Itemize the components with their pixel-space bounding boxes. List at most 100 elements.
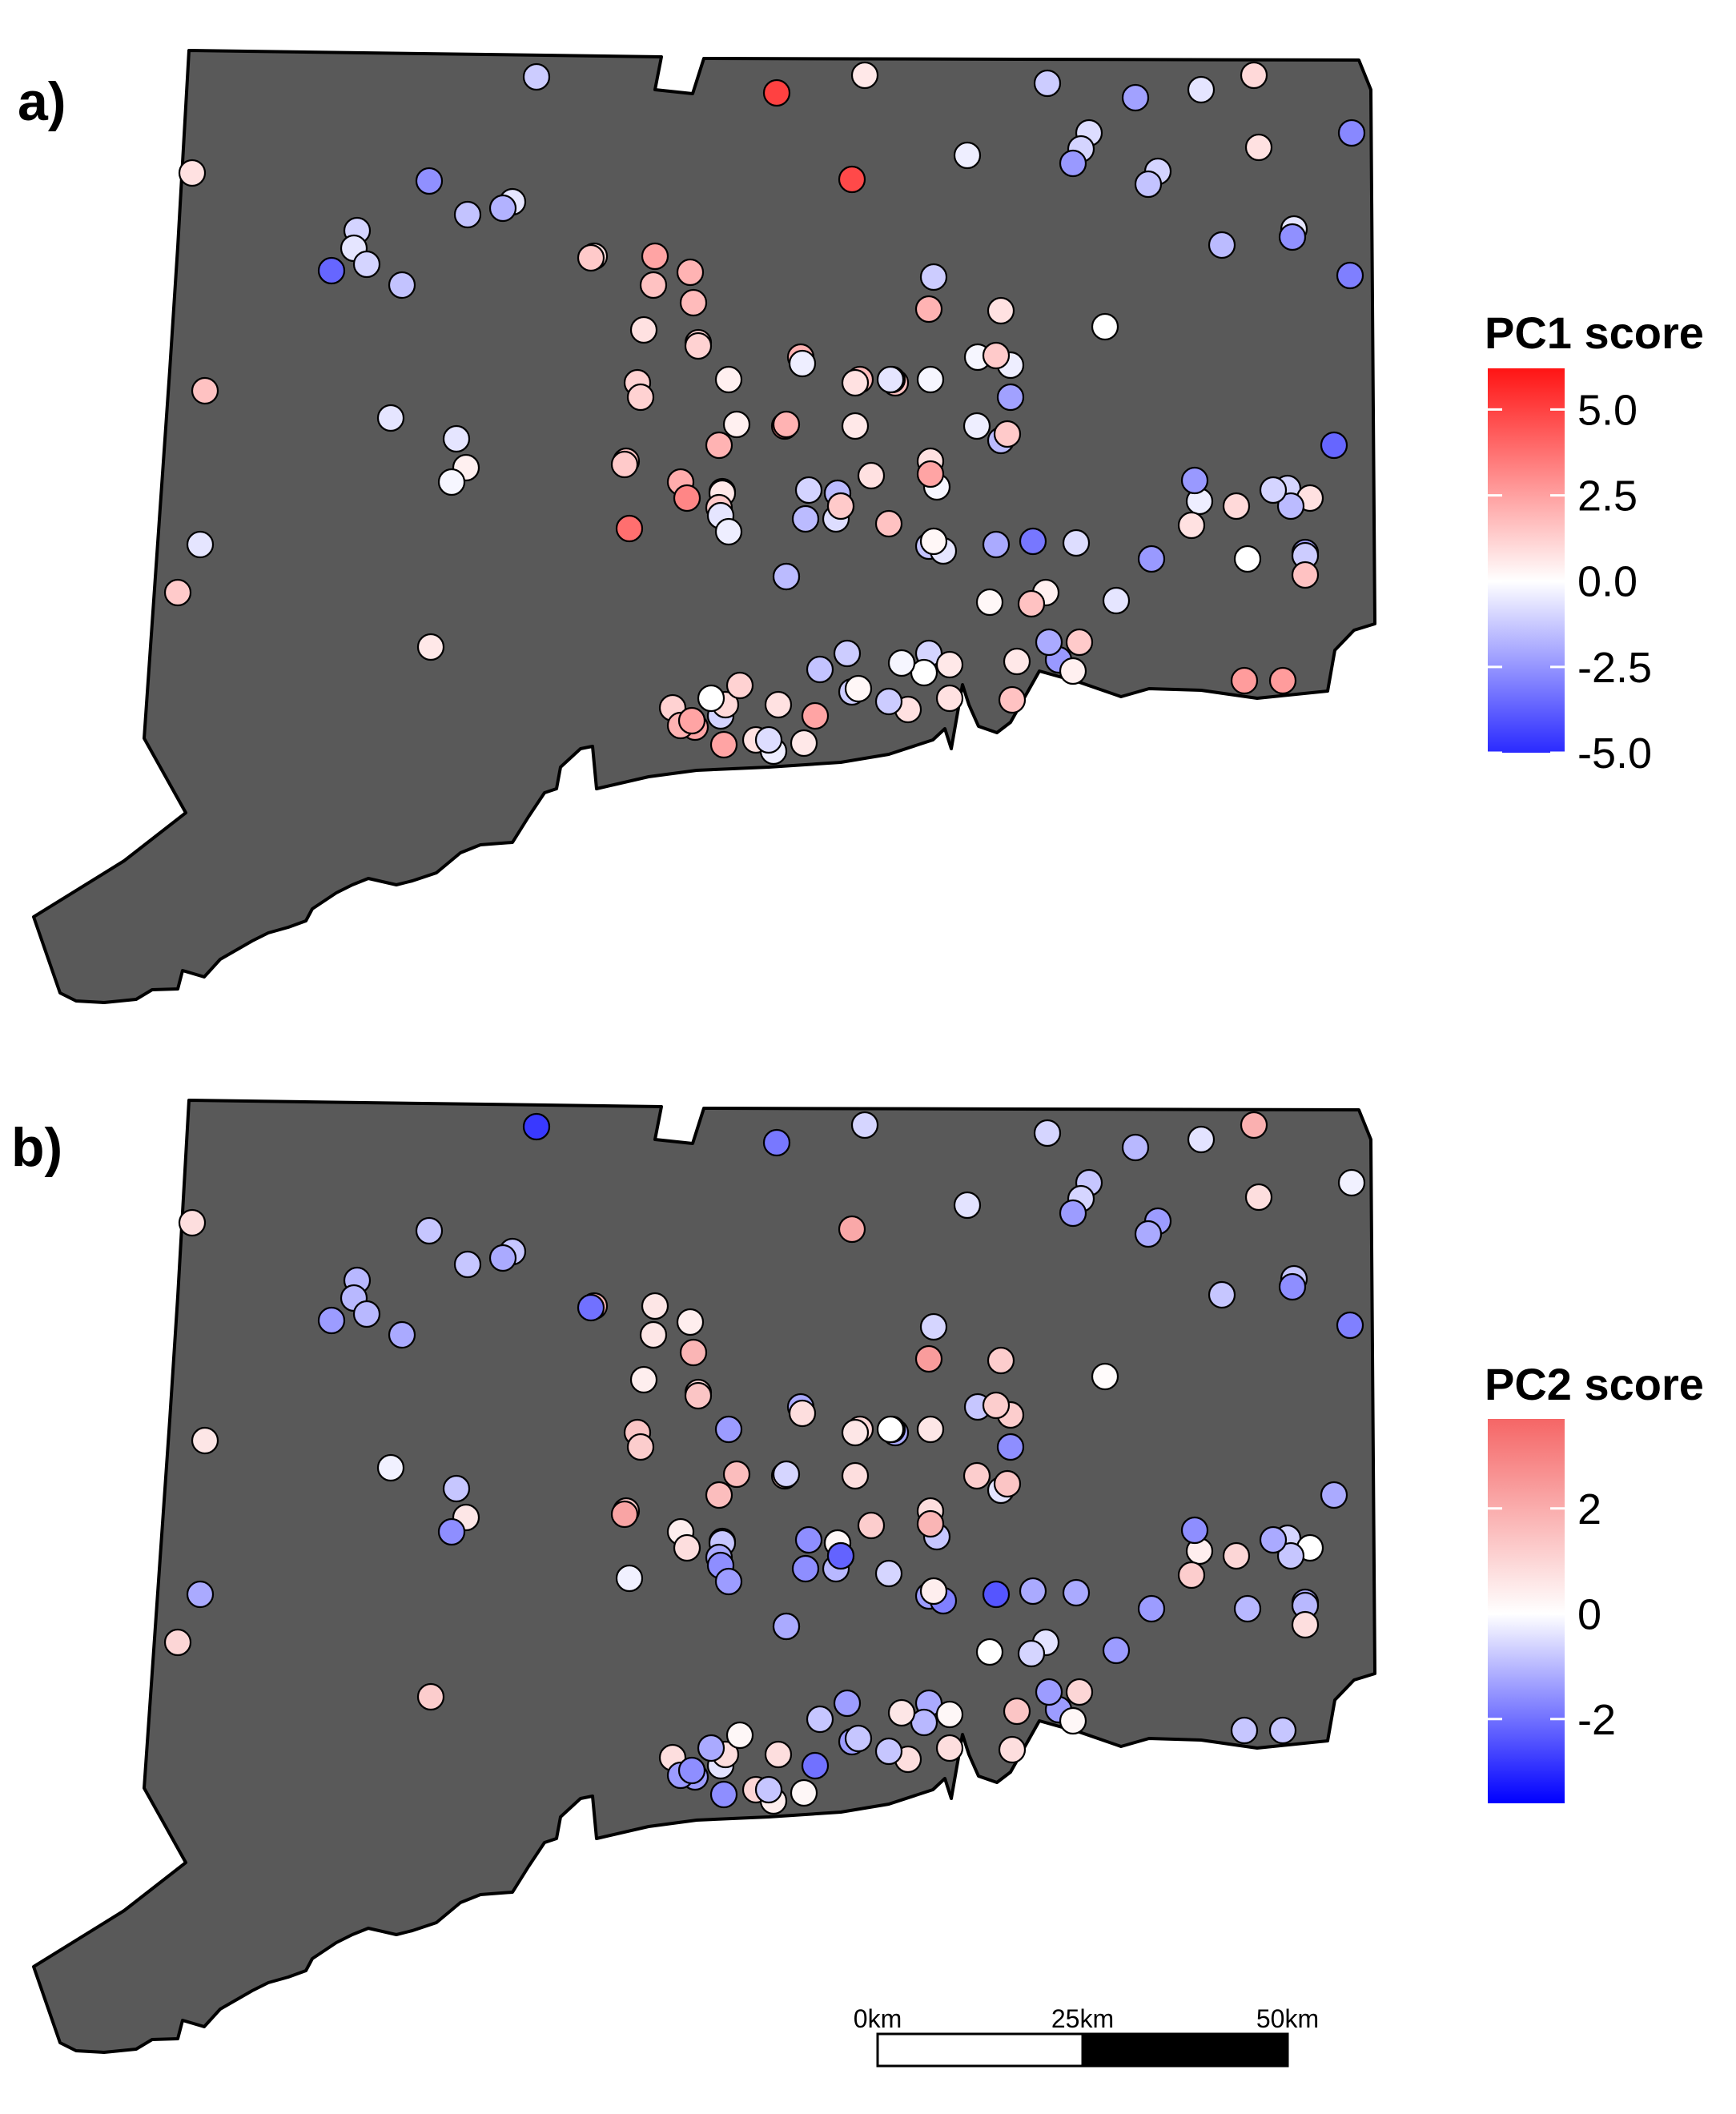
site-point — [1291, 1610, 1320, 1639]
site-point — [916, 1415, 945, 1444]
site-point — [762, 1128, 791, 1157]
panel-a: a) — [18, 49, 1376, 1004]
site-point — [833, 1689, 862, 1718]
site-point — [841, 1461, 870, 1490]
site-point — [887, 1698, 916, 1727]
site-point — [1091, 312, 1119, 341]
site-point — [791, 1554, 820, 1583]
site-point — [679, 1338, 708, 1367]
site-point — [1102, 586, 1131, 615]
site-point — [962, 1461, 991, 1490]
site-point — [876, 365, 905, 394]
site-point — [376, 1453, 405, 1482]
site-points-pc1 — [163, 61, 1366, 766]
site-point — [626, 1433, 655, 1461]
site-point — [629, 1365, 658, 1394]
colorbar-tick-label: 5.0 — [1577, 386, 1638, 434]
site-point — [677, 1756, 706, 1785]
site-point — [826, 492, 855, 520]
site-point — [916, 1509, 945, 1538]
site-point — [838, 1215, 866, 1244]
site-point — [935, 650, 964, 679]
colorbar-tick-label: -5.0 — [1577, 729, 1652, 778]
site-point — [577, 243, 605, 272]
site-point — [794, 476, 823, 504]
site-point — [982, 341, 1011, 370]
site-point — [1278, 1272, 1307, 1301]
site-point — [415, 1216, 444, 1245]
colorbar-tick-label: 0 — [1577, 1590, 1601, 1638]
site-point — [826, 1541, 855, 1570]
site-point — [916, 365, 945, 394]
site-point — [1017, 1639, 1046, 1668]
site-point — [998, 685, 1027, 714]
site-point — [626, 383, 655, 412]
site-point — [1259, 1525, 1288, 1554]
site-point — [1035, 628, 1063, 657]
site-point — [1134, 1220, 1163, 1248]
site-point — [1244, 133, 1273, 162]
site-point — [722, 1460, 751, 1489]
site-point — [178, 159, 207, 187]
site-point — [416, 633, 445, 661]
site-point — [887, 649, 916, 677]
site-point — [163, 1628, 192, 1657]
site-point — [677, 706, 706, 735]
site-point — [178, 1208, 207, 1237]
site-point — [953, 1191, 982, 1220]
site-point — [684, 1381, 713, 1410]
site-point — [442, 424, 471, 453]
colorbar-tick-label: 2 — [1577, 1485, 1601, 1533]
site-point — [352, 1300, 381, 1328]
site-point — [919, 263, 948, 291]
site-point — [186, 530, 215, 559]
colorbar-tick-label: 2.5 — [1577, 472, 1638, 520]
site-point — [806, 655, 834, 684]
colorbar-tick-label: -2 — [1577, 1696, 1616, 1744]
site-point — [191, 1426, 219, 1455]
site-point — [762, 78, 791, 107]
site-point — [993, 1469, 1022, 1498]
site-point — [388, 271, 416, 299]
site-point — [838, 165, 866, 194]
site-point — [996, 1433, 1025, 1461]
site-point — [982, 530, 1011, 559]
site-point — [1121, 1133, 1150, 1162]
site-point — [1291, 561, 1320, 589]
site-point — [844, 674, 873, 703]
site-point — [1240, 1111, 1268, 1139]
colorbar-pc1 — [1488, 368, 1565, 753]
site-point — [788, 1399, 817, 1428]
site-point — [1019, 1577, 1047, 1606]
site-point — [764, 1740, 793, 1769]
site-point — [679, 288, 708, 317]
site-point — [790, 1778, 818, 1807]
site-point — [1244, 1183, 1273, 1212]
site-point — [874, 1559, 903, 1588]
site-point — [684, 332, 713, 360]
site-point — [714, 1567, 743, 1596]
site-point — [876, 1415, 905, 1444]
site-point — [1137, 1594, 1166, 1623]
site-point — [629, 315, 658, 344]
site-point — [488, 1244, 517, 1272]
site-point — [772, 1460, 801, 1489]
panel-b: b) — [11, 1099, 1376, 2054]
site-point — [962, 412, 991, 440]
site-point — [317, 256, 346, 285]
site-point — [1003, 647, 1031, 676]
site-point — [639, 271, 668, 299]
site-point — [841, 368, 870, 397]
site-point — [376, 404, 405, 432]
site-point — [453, 1250, 482, 1279]
site-point — [725, 671, 754, 700]
site-point — [673, 1533, 701, 1562]
site-point — [697, 1734, 725, 1762]
site-point — [415, 167, 444, 195]
site-point — [975, 1638, 1004, 1666]
site-point — [1240, 61, 1268, 90]
site-point — [1337, 1168, 1366, 1197]
site-point — [772, 1612, 801, 1641]
site-point — [788, 349, 817, 378]
site-point — [1033, 1119, 1062, 1147]
